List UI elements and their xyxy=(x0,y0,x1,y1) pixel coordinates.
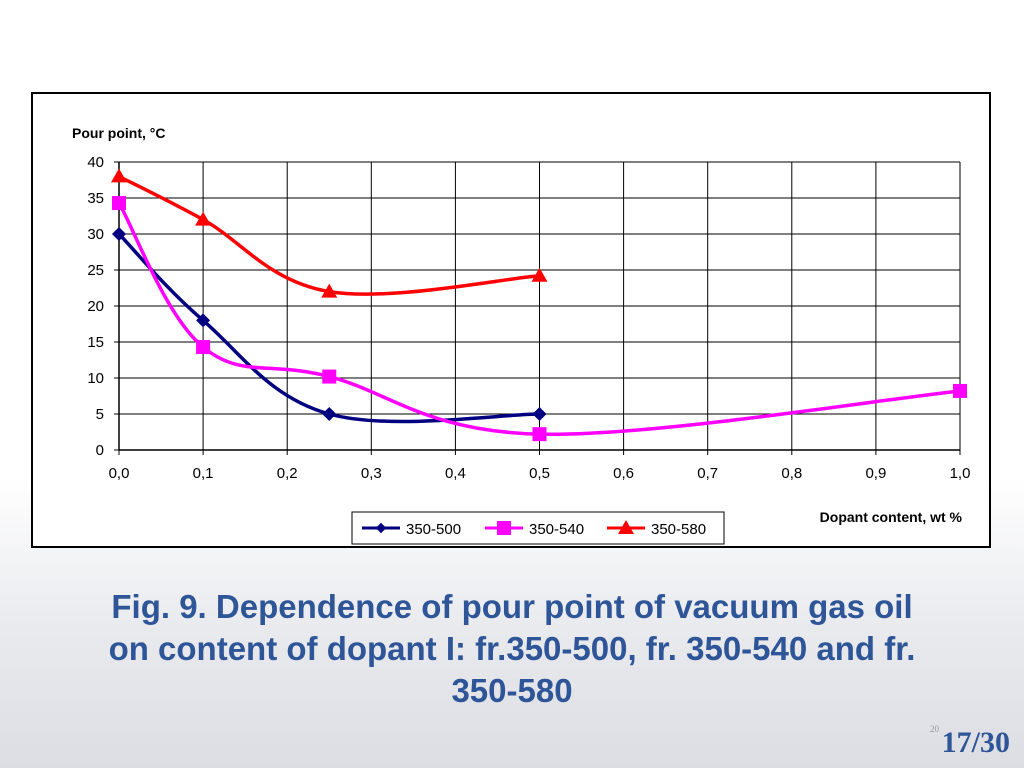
axis-layer: 0 5 10 15 20 25 30 35 40 0,0 0,1 0,2 0,3 0,4 0,5 0,6 0,7… xyxy=(87,154,970,482)
x-axis-title: Dopant content, wt % xyxy=(820,509,963,525)
y-axis-title: Pour point, °C xyxy=(72,125,165,141)
data-point-350-580 xyxy=(195,211,212,226)
x-tick-label: 0,3 xyxy=(361,465,382,482)
y-tick-label: 10 xyxy=(87,370,104,387)
data-point-350-540 xyxy=(532,427,547,442)
x-tick-label: 0,6 xyxy=(613,465,634,482)
y-tick-label: 0 xyxy=(96,442,104,459)
series-layer xyxy=(111,168,967,442)
y-tick-label: 35 xyxy=(87,190,104,207)
legend-box xyxy=(351,511,725,545)
caption-line-2: on content of dopant I: fr.350-500, fr. … xyxy=(108,630,916,667)
figure-caption: Fig. 9. Dependence of pour point of vacu… xyxy=(0,586,1024,712)
legend-marker-350-580 xyxy=(618,520,634,534)
x-tick-label: 0,9 xyxy=(865,465,886,482)
legend-label-350-580: 350-580 xyxy=(651,521,706,538)
data-point-350-500 xyxy=(322,407,337,421)
pour-point-chart: 0 5 10 15 20 25 30 35 40 0,0 0,1 0,2 0,3 0,4 0,5 0,6 0,7… xyxy=(72,125,970,545)
x-tick-label: 0,7 xyxy=(697,465,718,482)
series-line-350-500 xyxy=(117,232,540,424)
legend-marker-350-540 xyxy=(497,521,511,535)
y-tick-label: 30 xyxy=(87,226,104,243)
data-point-350-540 xyxy=(112,196,126,211)
data-point-350-540 xyxy=(322,369,337,384)
data-point-350-580 xyxy=(111,168,127,183)
y-tick-label: 25 xyxy=(87,262,104,279)
x-tick-label: 0,8 xyxy=(781,465,802,482)
data-point-350-500 xyxy=(196,313,211,328)
data-point-350-540 xyxy=(953,383,967,398)
data-point-350-540 xyxy=(196,340,211,355)
x-tick-label: 0,4 xyxy=(445,465,466,482)
legend-label-350-500: 350-500 xyxy=(406,521,461,538)
y-tick-label: 5 xyxy=(96,406,104,423)
x-tick-label: 0,0 xyxy=(109,465,130,482)
data-point-350-580 xyxy=(531,267,548,282)
x-tick-label: 0,1 xyxy=(193,465,214,482)
legend-marker-350-500 xyxy=(375,522,387,534)
series-line-350-540 xyxy=(117,202,961,437)
slide-number-small: 20 xyxy=(930,724,939,734)
x-tick-label: 1,0 xyxy=(950,465,971,482)
y-tick-label: 20 xyxy=(87,298,104,315)
y-tick-label: 40 xyxy=(87,154,104,171)
legend: 350-500 350-540 350-580 xyxy=(351,511,725,545)
data-point-350-500 xyxy=(532,407,547,421)
data-point-350-580 xyxy=(321,283,338,298)
data-point-350-500 xyxy=(112,227,126,241)
caption-line-1: Fig. 9. Dependence of pour point of vacu… xyxy=(111,588,913,625)
x-tick-label: 0,2 xyxy=(277,465,298,482)
caption-line-3: 350-580 xyxy=(451,672,573,709)
x-tick-label: 0,5 xyxy=(529,465,550,482)
chart-frame: 0 5 10 15 20 25 30 35 40 0,0 0,1 0,2 0,3 0,4 0,5 0,6 0,7… xyxy=(31,92,991,548)
slide-counter: 17/30 xyxy=(941,726,1010,759)
y-tick-label: 15 xyxy=(87,334,104,351)
series-line-350-580 xyxy=(118,174,540,296)
legend-label-350-540: 350-540 xyxy=(529,521,584,538)
